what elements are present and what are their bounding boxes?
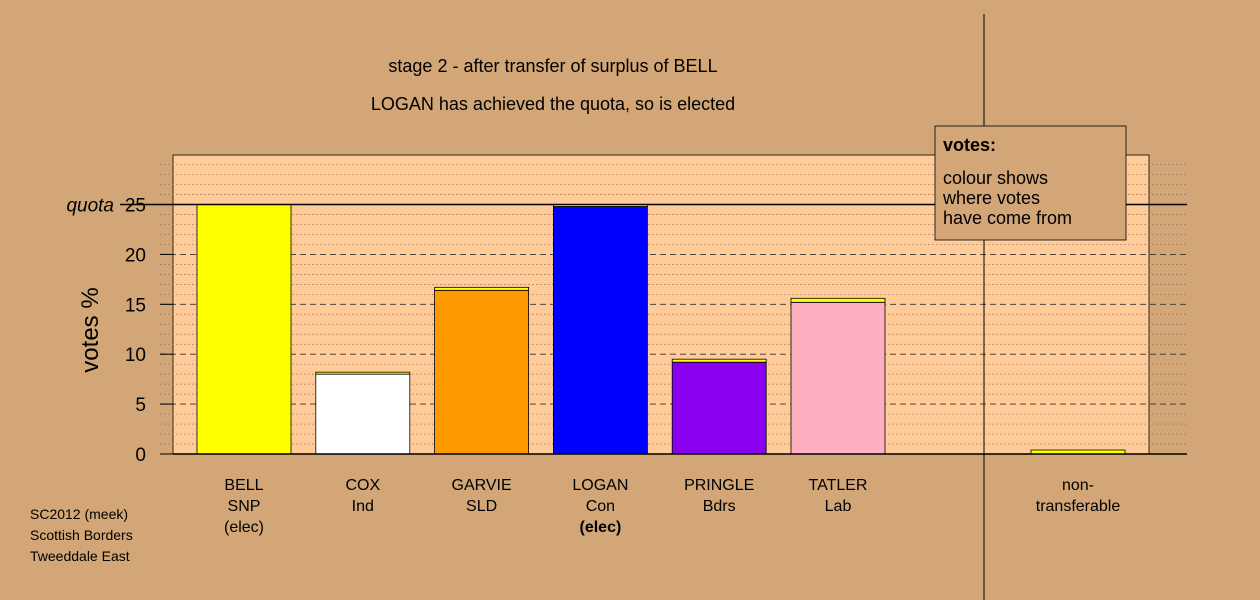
bar-transfer-segment <box>671 358 767 363</box>
legend-title: votes: <box>943 135 996 155</box>
bar <box>434 289 530 455</box>
category-label: Ind <box>352 498 374 515</box>
y-tick-label: 5 <box>135 395 146 416</box>
category-label: (elec) <box>224 519 264 536</box>
legend-box <box>934 125 1127 241</box>
category-label: Bdrs <box>703 498 736 515</box>
chart-title-line-1: stage 2 - after transfer of surplus of B… <box>388 56 717 76</box>
category-label: COX <box>345 477 380 494</box>
bar-transfer-segment <box>434 286 530 291</box>
bars <box>196 204 886 455</box>
category-label: GARVIE <box>452 477 512 494</box>
bar <box>553 206 648 455</box>
category-label: TATLER <box>809 477 868 494</box>
footnote-line-1: SC2012 (meek) <box>30 506 128 522</box>
category-label: Con <box>586 498 615 515</box>
category-label: SNP <box>228 498 261 515</box>
nontransferable-label-line: transferable <box>1036 498 1121 515</box>
bar <box>315 373 411 455</box>
category-labels: BELL SNP (elec) COX Ind GARVIE SLD LOGAN Con (ele… <box>224 477 867 536</box>
bar-transfer-segment <box>790 297 886 303</box>
bar <box>790 301 886 455</box>
y-tick-label: 15 <box>125 295 146 316</box>
bar <box>196 204 292 455</box>
legend-line-3: have come from <box>943 208 1072 228</box>
bar <box>671 361 767 455</box>
legend-line-1: colour shows <box>943 168 1048 188</box>
category-label: SLD <box>466 498 497 515</box>
legend-line-2: where votes <box>942 188 1040 208</box>
y-tick-label: 25 <box>125 196 146 217</box>
chart-title-line-2: LOGAN has achieved the quota, so is elec… <box>371 94 735 114</box>
nontransferable-label: non-transferable <box>1036 477 1121 515</box>
footnote-line-3: Tweeddale East <box>30 548 130 564</box>
category-label: Lab <box>825 498 852 515</box>
footnote: SC2012 (meek) Scottish Borders Tweeddale… <box>30 506 133 564</box>
legend: votes: colour shows where votes have com… <box>934 125 1127 241</box>
y-tick-label: 10 <box>125 345 146 366</box>
y-axis: 0 5 10 15 20 25 <box>125 196 173 466</box>
category-label: (elec) <box>580 519 622 536</box>
category-label: BELL <box>224 477 263 494</box>
footnote-line-2: Scottish Borders <box>30 527 133 543</box>
nontransferable-label-line: non- <box>1062 477 1094 494</box>
y-axis-label: votes % <box>77 287 104 372</box>
category-label: LOGAN <box>572 477 628 494</box>
y-tick-label: 0 <box>135 445 146 466</box>
bar-transfer-segment <box>315 371 411 375</box>
quota-label: quota <box>66 196 114 217</box>
category-label: PRINGLE <box>684 477 754 494</box>
y-tick-label: 20 <box>125 245 146 266</box>
